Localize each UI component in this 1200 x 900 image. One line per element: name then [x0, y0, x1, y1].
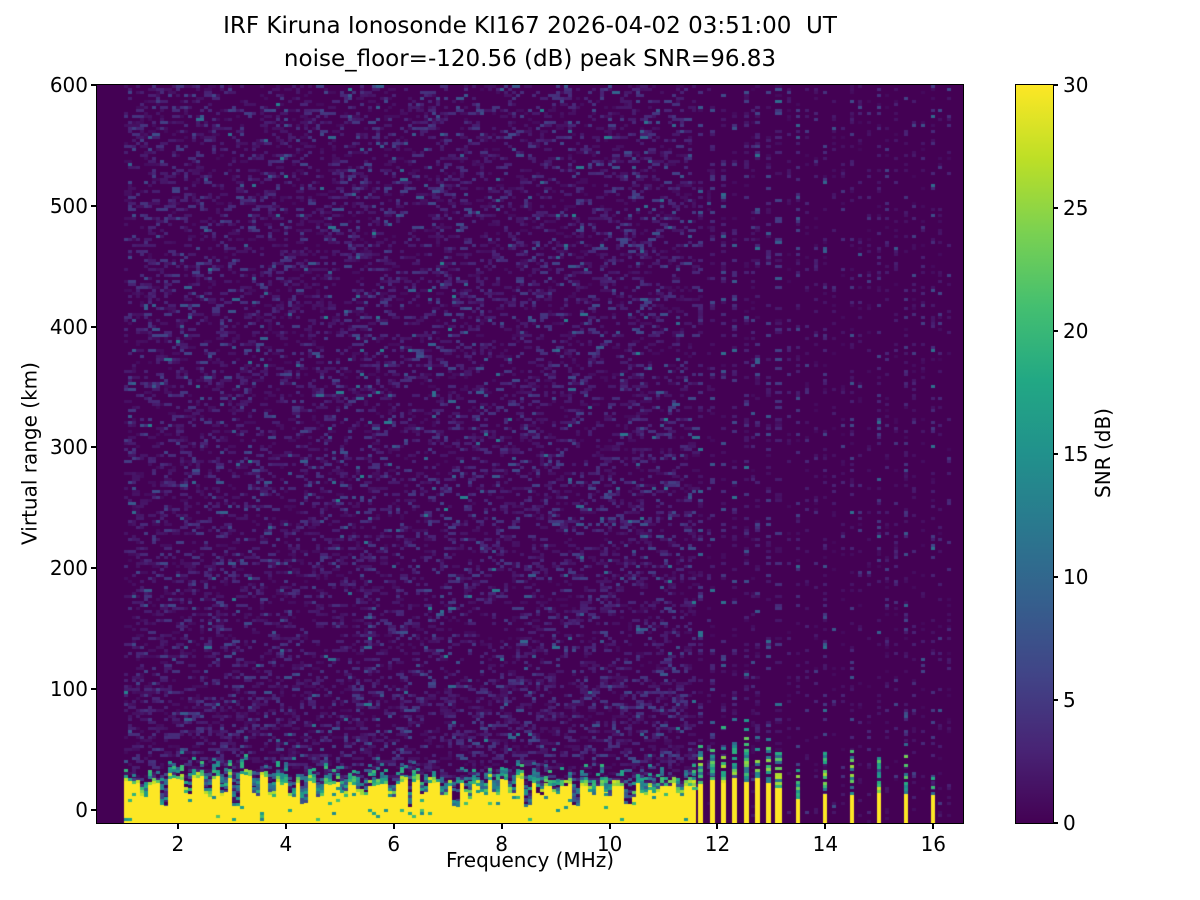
x-tick-label: 6	[387, 832, 401, 856]
x-tick-mark	[608, 824, 611, 829]
x-tick-mark	[932, 824, 935, 829]
x-tick-label: 2	[171, 832, 185, 856]
y-tick-mark	[91, 687, 96, 690]
colorbar-tick-mark	[1053, 453, 1058, 455]
x-tick-label: 4	[279, 832, 293, 856]
x-tick-mark	[392, 824, 395, 829]
chart-title-line2: noise_floor=-120.56 (dB) peak SNR=96.83	[283, 46, 777, 72]
x-tick-mark	[824, 824, 827, 829]
y-tick-label: 400	[49, 314, 88, 339]
x-tick-mark	[284, 824, 287, 829]
colorbar-tick-mark	[1053, 84, 1058, 86]
y-tick-label: 500	[49, 193, 88, 218]
y-tick-mark	[91, 84, 96, 86]
colorbar-gradient	[1016, 85, 1053, 823]
x-tick-label: 16	[920, 832, 947, 856]
colorbar-tick-mark	[1053, 822, 1058, 824]
x-tick-mark	[176, 824, 179, 829]
y-tick-label: 300	[49, 435, 88, 460]
chart-title-line1: IRF Kiruna Ionosonde KI167 2026-04-02 03…	[223, 13, 837, 39]
x-tick-mark	[500, 824, 503, 829]
colorbar-tick-mark	[1053, 330, 1058, 332]
y-tick-label: 200	[49, 556, 88, 581]
colorbar-tick-label: 20	[1063, 319, 1089, 343]
y-tick-mark	[91, 808, 96, 811]
colorbar-tick-mark	[1053, 576, 1058, 578]
colorbar-tick-label: 25	[1063, 196, 1089, 220]
x-tick-label: 10	[596, 832, 623, 856]
colorbar-tick-label: 30	[1063, 73, 1089, 97]
colorbar-tick-label: 10	[1063, 565, 1089, 589]
x-axis-label: Frequency (MHz)	[445, 848, 615, 872]
y-tick-label: 600	[49, 73, 88, 97]
x-tick-mark	[716, 824, 719, 829]
colorbar-tick-label: 15	[1063, 442, 1089, 466]
x-tick-label: 12	[704, 832, 731, 856]
y-tick-label: 100	[49, 676, 88, 701]
colorbar	[1015, 84, 1054, 824]
y-tick-mark	[91, 325, 96, 328]
colorbar-tick-label: 5	[1063, 688, 1076, 712]
y-tick-label: 0	[75, 797, 88, 822]
x-tick-label: 14	[812, 832, 839, 856]
heatmap-canvas	[96, 84, 964, 824]
y-tick-mark	[91, 567, 96, 570]
colorbar-tick-label: 0	[1063, 811, 1076, 835]
colorbar-tick-mark	[1053, 699, 1058, 701]
y-tick-mark	[91, 446, 96, 449]
colorbar-tick-mark	[1053, 207, 1058, 209]
y-tick-mark	[91, 204, 96, 207]
x-tick-label: 8	[495, 832, 509, 856]
